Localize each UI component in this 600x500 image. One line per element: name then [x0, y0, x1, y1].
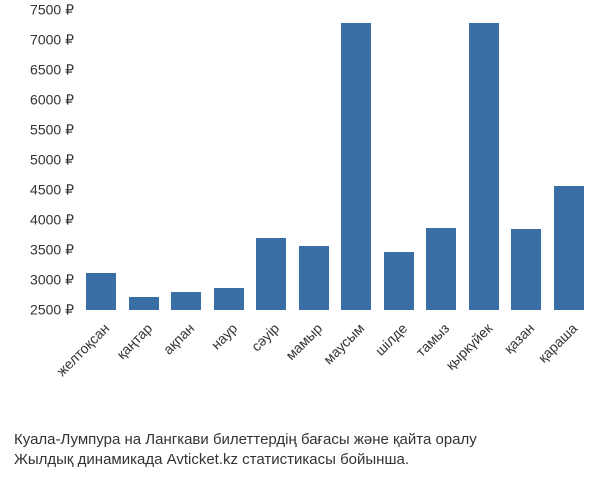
bar	[511, 229, 541, 310]
x-tick-label: қазан	[456, 320, 538, 402]
y-tick-label: 3000 ₽	[30, 272, 74, 289]
x-tick-label: мамыр	[243, 320, 325, 402]
x-tick-label: ақпан	[116, 320, 198, 402]
y-tick-label: 4500 ₽	[30, 182, 74, 199]
caption-line: Жылдық динамикада Avticket.kz статистика…	[14, 450, 586, 470]
bar	[129, 297, 159, 310]
x-tick-label: тамыз	[371, 320, 453, 402]
y-tick-label: 7500 ₽	[30, 2, 74, 19]
caption-line: Куала-Лумпура на Лангкави билеттердің ба…	[14, 430, 586, 450]
y-tick-label: 2500 ₽	[30, 302, 74, 319]
x-tick-label: қыркүйек	[413, 320, 495, 402]
y-tick-label: 4000 ₽	[30, 212, 74, 229]
bar	[469, 23, 499, 310]
y-tick-label: 3500 ₽	[30, 242, 74, 259]
bar	[341, 23, 371, 310]
x-tick-label: шілде	[328, 320, 410, 402]
chart-caption: Куала-Лумпура на Лангкави билеттердің ба…	[0, 430, 600, 471]
y-tick-label: 6500 ₽	[30, 62, 74, 79]
bar	[299, 246, 329, 310]
x-tick-label: қараша	[498, 320, 580, 402]
y-tick-label: 5000 ₽	[30, 152, 74, 169]
bar	[86, 273, 116, 310]
x-tick-label: наур	[158, 320, 240, 402]
y-tick-label: 7000 ₽	[30, 32, 74, 49]
bar	[384, 252, 414, 310]
x-tick-label: сәуір	[201, 320, 283, 402]
x-tick-label: желтоқсан	[31, 320, 113, 402]
bar	[554, 186, 584, 310]
x-tick-label: маусым	[286, 320, 368, 402]
bar	[256, 238, 286, 310]
bar	[171, 292, 201, 310]
y-tick-label: 5500 ₽	[30, 122, 74, 139]
price-chart: 2500 ₽ 3000 ₽ 3500 ₽ 4000 ₽ 4500 ₽ 5000 ₽ 5500…	[0, 0, 600, 500]
bar	[426, 228, 456, 310]
y-tick-label: 6000 ₽	[30, 92, 74, 109]
bar	[214, 288, 244, 310]
x-tick-label: қаңтар	[73, 320, 155, 402]
